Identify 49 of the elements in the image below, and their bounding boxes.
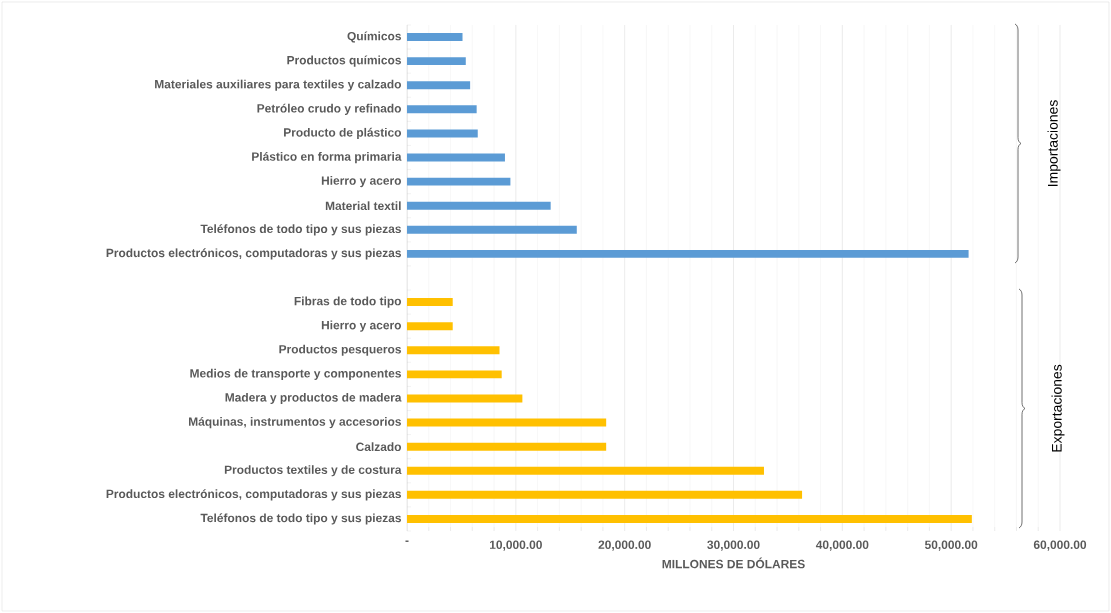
bar <box>407 418 607 427</box>
x-tick-label: 40,000.00 <box>815 540 869 551</box>
y-tick-label: Teléfonos de todo tipo y sus piezas <box>200 513 401 525</box>
bar <box>407 466 764 475</box>
x-tick-label: 60,000.00 <box>1033 540 1087 551</box>
x-tick-label: - <box>405 540 409 542</box>
y-tick-label: Productos electrónicos, computadoras y sus piezas <box>106 489 401 501</box>
bar <box>407 322 453 331</box>
y-tick-label: Productos electrónicos, computadoras y sus piezas <box>106 248 401 260</box>
bar <box>407 177 511 186</box>
y-tick-label: Producto de plástico <box>284 127 402 140</box>
bar <box>407 249 969 258</box>
x-tick-label: 10,000.00 <box>490 540 542 551</box>
bar <box>407 105 477 114</box>
y-tick-label: Teléfonos de todo tipo y sus piezas <box>200 224 401 236</box>
y-tick-label: Productos textiles y de costura <box>224 465 402 477</box>
bar <box>407 394 523 403</box>
bar <box>407 370 502 379</box>
x-axis-title: MILLONES DE DÓLARES <box>662 557 805 569</box>
y-tick-label: Químicos <box>347 31 401 43</box>
bar <box>407 81 471 90</box>
bar <box>407 298 453 307</box>
y-tick-label: Máquinas, instrumentos y accesorios <box>189 416 401 429</box>
x-tick-label: 50,000.00 <box>924 540 978 551</box>
bar <box>407 57 466 66</box>
bar <box>407 201 551 210</box>
y-tick-label: Plástico en forma primaria <box>252 151 402 164</box>
bar <box>407 490 803 499</box>
y-tick-label: Productos pesqueros <box>279 344 401 356</box>
x-tick-label: 30,000.00 <box>707 540 760 551</box>
y-tick-label: Calzado <box>356 442 402 452</box>
y-tick-label: Medios de transporte y componentes <box>190 368 401 380</box>
y-tick-label: Materiales auxiliares para textiles y calzado <box>155 79 401 91</box>
bar <box>407 514 972 523</box>
y-tick-label: Hierro y acero <box>321 176 401 188</box>
bar <box>407 129 478 138</box>
y-tick-label: Material textil <box>325 201 401 211</box>
bar <box>407 33 463 42</box>
x-tick-label: 20,000.00 <box>598 540 651 551</box>
bar <box>407 346 500 355</box>
bar <box>407 442 607 451</box>
text: Exportaciones <box>1051 364 1065 452</box>
y-tick-label: Hierro y acero <box>321 320 401 332</box>
text: Importaciones <box>1047 100 1061 187</box>
y-tick-label: Petróleo crudo y refinado <box>257 103 402 115</box>
y-tick-label: Fibras de todo tipo <box>294 296 402 308</box>
bar <box>407 225 577 234</box>
y-tick-label: Productos químicos <box>287 55 401 67</box>
y-tick-label: Madera y productos de madera <box>225 392 402 405</box>
